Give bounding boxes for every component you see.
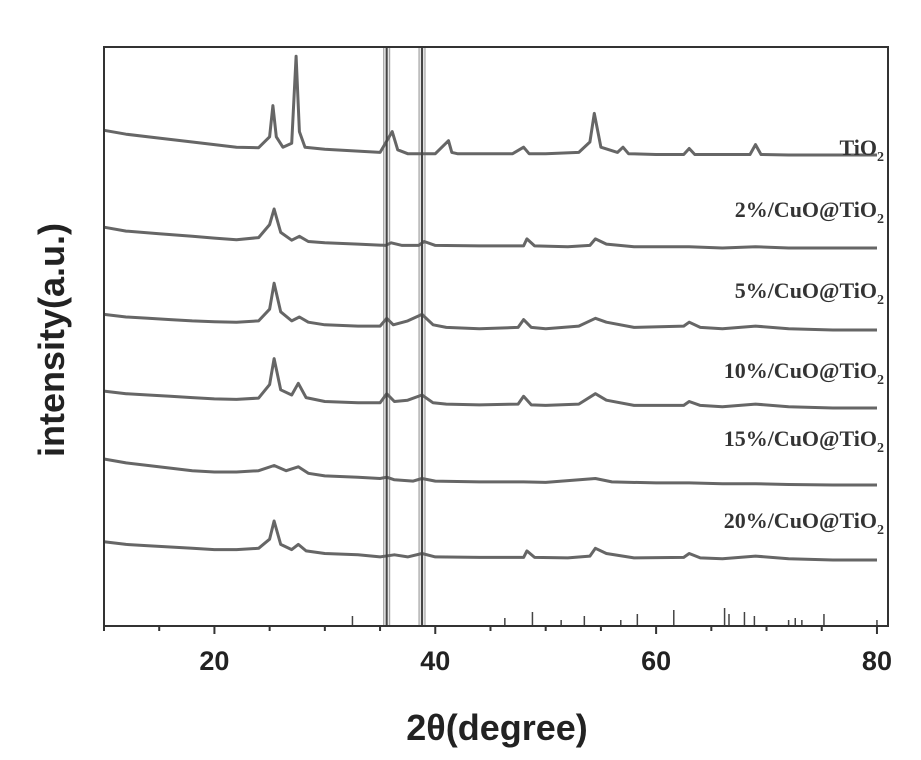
series-labels: TiO22%/CuO@TiO25%/CuO@TiO210%/CuO@TiO215… bbox=[724, 135, 884, 538]
series-label-main: 20%/CuO@TiO bbox=[724, 508, 877, 533]
series-line bbox=[103, 357, 877, 410]
series-line bbox=[103, 207, 877, 250]
series-label-main: 2%/CuO@TiO bbox=[735, 197, 877, 222]
series-label-subscript: 2 bbox=[877, 293, 884, 308]
x-tick-label: 80 bbox=[862, 646, 892, 676]
series-lines bbox=[103, 54, 877, 562]
series-label: 15%/CuO@TiO2 bbox=[724, 426, 884, 456]
series-line bbox=[103, 519, 877, 562]
series-label-main: 15%/CuO@TiO bbox=[724, 426, 877, 451]
series-label-main: 10%/CuO@TiO bbox=[724, 358, 877, 383]
series-label-subscript: 2 bbox=[877, 373, 884, 388]
series-label: 2%/CuO@TiO2 bbox=[735, 197, 884, 227]
series-line bbox=[103, 457, 877, 487]
y-axis-label: intensity(a.u.) bbox=[31, 223, 72, 457]
series-label: 5%/CuO@TiO2 bbox=[735, 278, 884, 308]
reference-sticks bbox=[351, 47, 878, 626]
series-line bbox=[103, 54, 877, 157]
series-label: 10%/CuO@TiO2 bbox=[724, 358, 884, 388]
x-tick-label: 20 bbox=[199, 646, 229, 676]
x-tick-label: 40 bbox=[420, 646, 450, 676]
series-line bbox=[103, 281, 877, 332]
x-axis-label: 2θ(degree) bbox=[406, 707, 588, 748]
series-label-subscript: 2 bbox=[877, 441, 884, 456]
series-label-subscript: 2 bbox=[877, 150, 884, 165]
x-tick-label: 60 bbox=[641, 646, 671, 676]
series-label: TiO2 bbox=[839, 135, 884, 165]
series-label-main: 5%/CuO@TiO bbox=[735, 278, 877, 303]
series-label-subscript: 2 bbox=[877, 523, 884, 538]
plot-frame bbox=[103, 46, 889, 627]
x-axis-ticks: 20 40 60 80 bbox=[103, 626, 892, 676]
series-label: 20%/CuO@TiO2 bbox=[724, 508, 884, 538]
series-label-main: TiO bbox=[839, 135, 877, 160]
series-label-subscript: 2 bbox=[877, 212, 884, 227]
